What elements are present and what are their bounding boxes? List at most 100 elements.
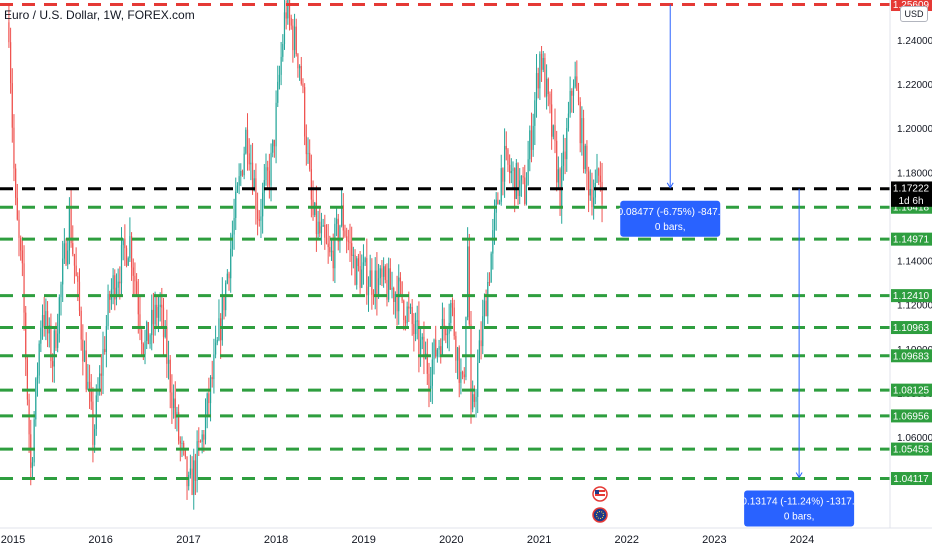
candle (574, 61, 576, 89)
candle (433, 338, 435, 375)
candle (251, 142, 254, 195)
candle (20, 235, 22, 261)
currency-badge[interactable]: USD (900, 6, 928, 22)
candle (33, 411, 35, 467)
candle (88, 364, 91, 409)
candle (166, 309, 168, 378)
candle (428, 362, 430, 408)
y-tick-label: 1.24000 (897, 36, 932, 47)
candle (342, 193, 344, 239)
candle (492, 218, 494, 270)
candle (139, 295, 141, 341)
event-markers[interactable] (592, 486, 608, 523)
candle (401, 281, 403, 304)
candle (431, 342, 433, 405)
x-tick-label: 2018 (264, 534, 288, 546)
candle (446, 328, 449, 349)
candle (305, 124, 307, 166)
candle (582, 109, 585, 174)
candle (354, 249, 356, 286)
candle (497, 192, 499, 205)
candle (300, 56, 302, 86)
candle (367, 276, 370, 312)
candle (399, 272, 402, 295)
candle (270, 143, 272, 202)
svg-text:1.14971: 1.14971 (893, 235, 930, 246)
candle (58, 294, 60, 343)
measures-layer: -0.08477 (-6.75%) -847.70 bars,-0.13174 … (614, 4, 861, 527)
event-flag-icon-us[interactable] (592, 486, 608, 502)
candle (214, 325, 217, 359)
candle (211, 360, 213, 388)
candle (386, 263, 388, 307)
event-flag-icon-eu[interactable] (592, 507, 608, 523)
candle (102, 331, 104, 395)
candle (292, 18, 294, 63)
candle (43, 296, 45, 337)
candle (13, 114, 15, 182)
svg-text:1.06956: 1.06956 (893, 411, 930, 422)
candle (171, 374, 173, 424)
candle (581, 106, 583, 156)
svg-text:1.17222: 1.17222 (893, 183, 930, 194)
candle (174, 381, 176, 429)
candle (520, 175, 523, 197)
candle (50, 313, 52, 369)
candle (374, 257, 376, 310)
candle (322, 218, 324, 227)
candle (304, 83, 306, 146)
candle (505, 131, 507, 161)
candle (213, 338, 215, 394)
x-tick-label: 2022 (615, 534, 639, 546)
candle (225, 280, 227, 317)
measure-delta-text: -0.13174 (-11.24%) -1317.4 (738, 497, 861, 508)
candle (309, 139, 311, 172)
candle (85, 332, 87, 393)
candle (315, 185, 318, 252)
candle (320, 212, 323, 245)
candle (537, 67, 539, 99)
measure-tool[interactable]: -0.08477 (-6.75%) -847.7 0 bars, (614, 4, 727, 237)
candle (40, 320, 42, 353)
candle (122, 238, 124, 261)
candle (209, 375, 212, 422)
candle (487, 272, 489, 324)
candle (389, 258, 391, 290)
candle (430, 366, 432, 402)
candle (100, 353, 102, 396)
candle (556, 130, 558, 192)
candle (461, 370, 464, 380)
candle (265, 153, 267, 186)
candle (383, 257, 385, 288)
candle (547, 77, 549, 107)
candle (598, 167, 600, 186)
candle (35, 377, 37, 427)
measure-tool[interactable]: -0.13174 (-11.24%) -1317.4 0 bars, (738, 188, 861, 527)
candle (220, 313, 222, 359)
candle (223, 295, 225, 320)
svg-text:1.12410: 1.12410 (893, 291, 930, 302)
svg-text:1.05453: 1.05453 (893, 445, 930, 456)
candle (176, 406, 178, 432)
candle (314, 201, 316, 218)
candle (588, 166, 590, 213)
candle (495, 192, 497, 231)
candle (411, 299, 413, 336)
candle (384, 264, 386, 284)
candle (125, 245, 128, 268)
candle (18, 210, 20, 257)
candle (87, 364, 89, 391)
y-tick-label: 1.18000 (897, 168, 932, 179)
candle (107, 284, 109, 330)
candle (549, 91, 551, 114)
candle (188, 471, 190, 491)
candle (357, 253, 360, 272)
candle (396, 275, 398, 326)
candle (359, 250, 361, 294)
candle (403, 299, 405, 331)
time-axis[interactable]: 2015 2016 2017 2018 2019 2020 2021 2022 2023 2024 (1, 534, 814, 546)
candle (510, 158, 512, 184)
candle (453, 299, 455, 340)
